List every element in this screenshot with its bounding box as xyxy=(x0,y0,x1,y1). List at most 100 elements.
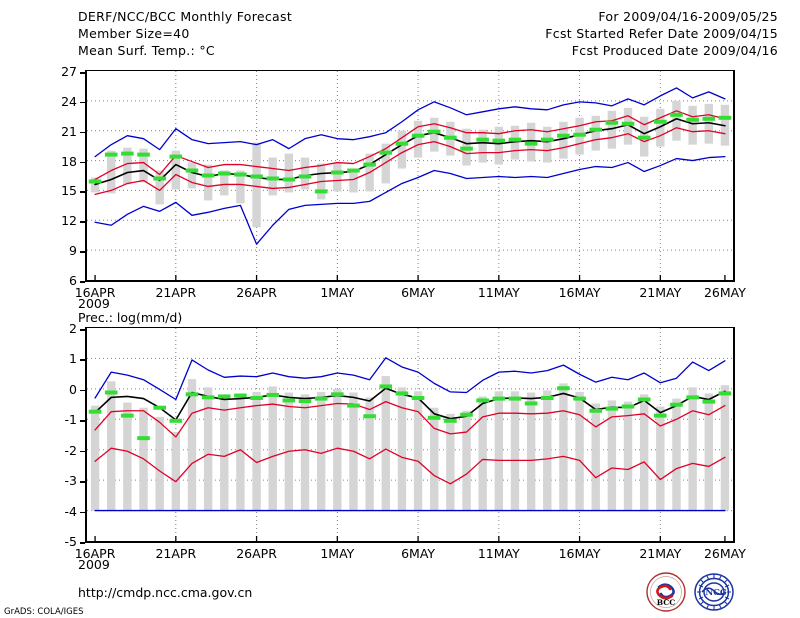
spread-bar xyxy=(397,130,407,169)
observed-dash xyxy=(460,412,473,417)
y-tick-label: -5 xyxy=(64,534,77,549)
x-tick-label: 16MAY xyxy=(558,285,601,300)
series-lower-quartile xyxy=(94,447,726,485)
temperature-year-label: 2009 xyxy=(78,296,110,311)
observed-dash xyxy=(589,127,603,132)
grads-credit: GrADS: COLA/IGES xyxy=(4,607,84,617)
spread-bar xyxy=(720,385,730,511)
observed-dash xyxy=(201,395,215,400)
spread-bar xyxy=(139,148,148,183)
page-title: DERF/NCC/BCC Monthly Forecast xyxy=(78,9,293,24)
observed-dash xyxy=(298,174,312,179)
x-tick-label: 6MAY xyxy=(401,546,436,561)
header: DERF/NCC/BCC Monthly Forecast Member Siz… xyxy=(0,0,800,66)
website-url[interactable]: http://cmdp.ncc.cma.gov.cn xyxy=(78,585,253,600)
spread-bar xyxy=(220,170,229,196)
spread-bar xyxy=(543,390,552,511)
observed-dash xyxy=(363,162,376,167)
y-tick-label: 21 xyxy=(61,123,77,139)
ncc-logo: NCC xyxy=(694,573,734,611)
x-tick-label: 26MAY xyxy=(703,546,746,561)
spread-bar xyxy=(300,394,310,511)
logo-group: BCC NCC xyxy=(645,572,755,612)
observed-dash xyxy=(557,386,570,391)
y-tick-mark xyxy=(80,511,85,514)
spread-bar xyxy=(107,150,116,194)
observed-dash xyxy=(169,418,183,423)
y-tick-mark xyxy=(80,131,85,134)
header-right-block: For 2009/04/16-2009/05/25 Fcst Started R… xyxy=(545,8,778,59)
spread-bar xyxy=(672,398,681,511)
spread-bar xyxy=(365,397,374,511)
observed-dash xyxy=(104,390,118,395)
spread-bar xyxy=(704,103,713,144)
y-tick-label: -2 xyxy=(64,442,77,458)
y-tick-mark xyxy=(80,221,85,223)
spread-bar xyxy=(591,115,600,151)
y-tick-label: -4 xyxy=(64,503,77,519)
observed-dash xyxy=(718,115,732,120)
spread-bar xyxy=(607,400,617,511)
observed-dash xyxy=(702,399,716,404)
observed-dash xyxy=(686,117,699,122)
temperature-chart-panel xyxy=(85,70,735,282)
spread-bar xyxy=(187,379,197,511)
spread-bar xyxy=(607,110,617,149)
observed-markers xyxy=(88,112,732,194)
precipitation-year-label: 2009 xyxy=(78,557,110,572)
member-size-label: Member Size=40 xyxy=(78,26,190,41)
spread-bar xyxy=(413,120,423,158)
spread-bar xyxy=(252,391,261,511)
spread-bar xyxy=(688,105,697,145)
x-tick-label: 26MAY xyxy=(703,285,746,300)
x-tick-label: 21MAY xyxy=(639,546,682,561)
y-tick-label: 24 xyxy=(61,93,77,109)
svg-text:NCC: NCC xyxy=(705,588,727,598)
spread-bar xyxy=(494,126,504,165)
spread-bar xyxy=(446,413,455,511)
y-tick-mark xyxy=(80,420,85,422)
y-tick-label: 6 xyxy=(69,273,77,288)
spread-bar xyxy=(397,387,407,511)
spread-bar xyxy=(107,381,116,511)
observed-dash xyxy=(654,119,667,124)
spread-bar xyxy=(381,376,390,511)
spread-bar xyxy=(220,394,229,511)
y-tick-mark xyxy=(80,359,85,361)
spread-bar xyxy=(543,126,552,163)
spread-bar xyxy=(413,391,423,511)
observed-dash xyxy=(508,396,522,401)
spread-bar xyxy=(123,402,132,511)
series-lower-quartile xyxy=(94,127,726,196)
observed-dash xyxy=(121,413,134,418)
spread-bar xyxy=(284,153,294,193)
spread-bar xyxy=(203,164,213,201)
observed-dash xyxy=(508,137,522,142)
spread-bar xyxy=(591,403,600,511)
x-tick-label: 16MAY xyxy=(558,546,601,561)
observed-dash xyxy=(379,150,393,155)
observed-dash xyxy=(314,396,328,401)
observed-dash xyxy=(670,402,683,407)
spread-bar xyxy=(300,157,310,190)
spread-bar xyxy=(187,162,197,189)
series-ensemble-mean xyxy=(94,387,726,421)
spread-bar xyxy=(510,125,520,160)
y-tick-mark xyxy=(80,251,85,253)
x-tick-label: 26APR xyxy=(236,546,277,561)
spread-bar xyxy=(510,391,520,511)
observed-dash xyxy=(104,152,118,157)
spread-bar xyxy=(252,142,261,228)
y-tick-label: -3 xyxy=(64,473,77,489)
x-tick-label: 16APR xyxy=(74,546,116,561)
observed-dash xyxy=(540,395,554,400)
observed-dash xyxy=(492,138,506,143)
observed-dash xyxy=(347,168,360,173)
x-tick-label: 26APR xyxy=(236,285,277,300)
observed-dash xyxy=(282,398,296,403)
spread-bar xyxy=(656,108,665,147)
spread-bar xyxy=(123,147,132,185)
y-tick-mark xyxy=(80,542,85,544)
spread-bar xyxy=(526,392,536,511)
observed-dash xyxy=(557,133,570,138)
